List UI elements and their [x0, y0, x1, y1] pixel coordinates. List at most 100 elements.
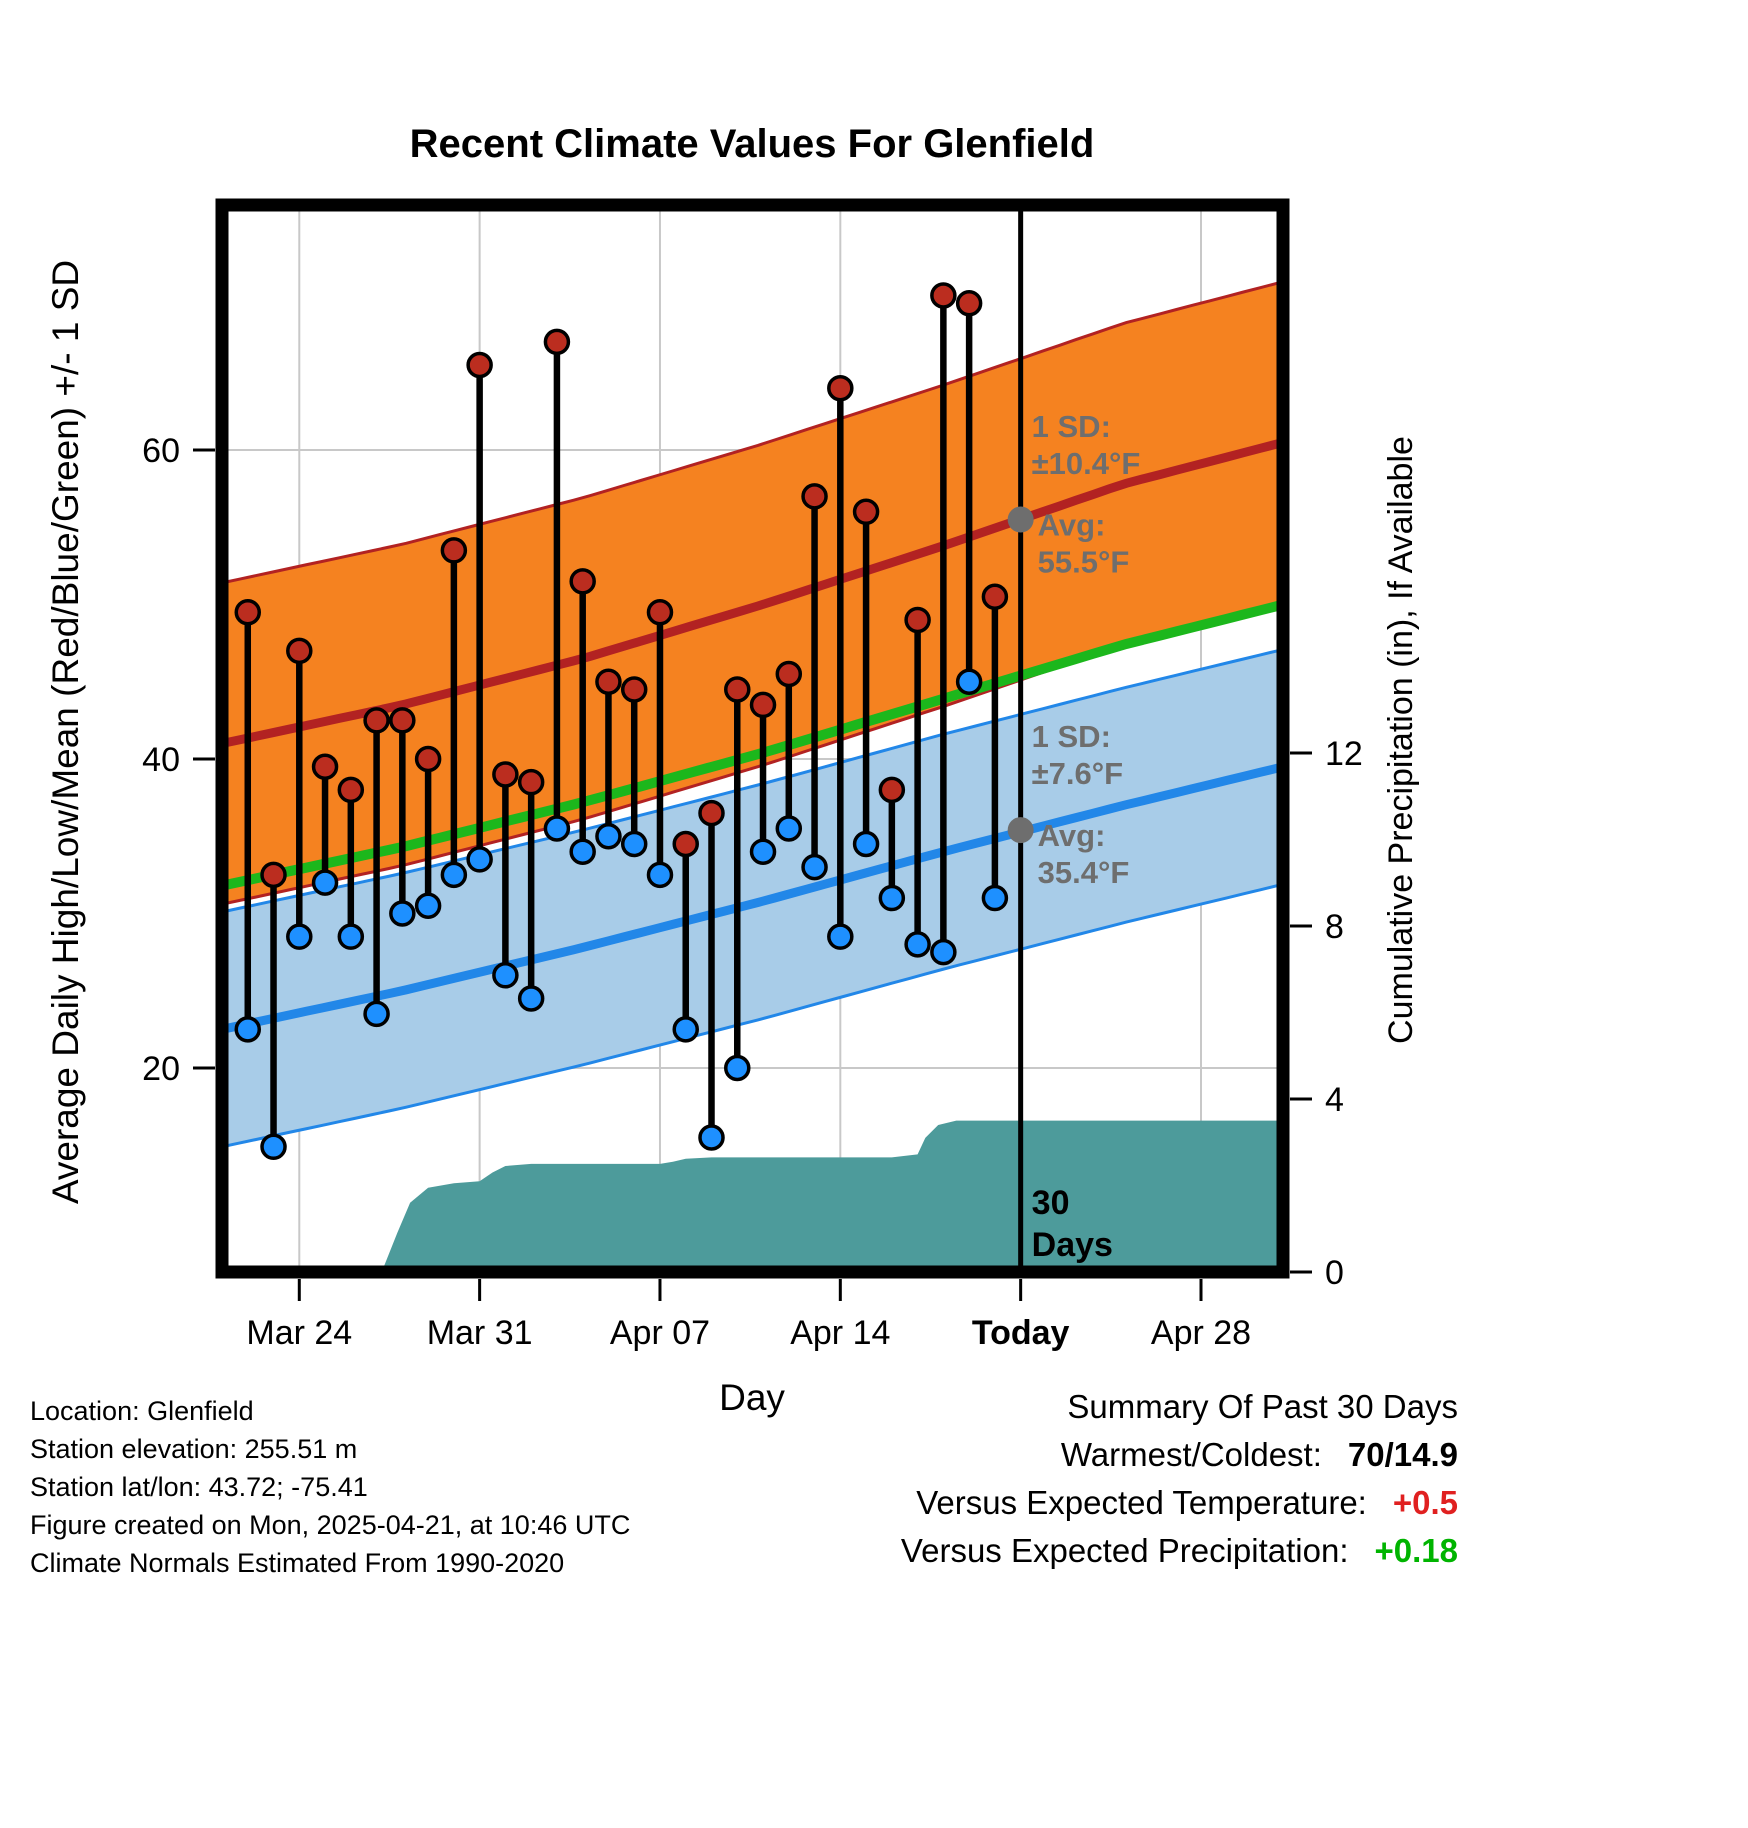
daily-high-dot — [801, 483, 828, 510]
x-tick-label: Apr 07 — [610, 1314, 710, 1352]
daily-low-dot — [878, 884, 906, 912]
y-left-tick-label: 60 — [142, 432, 180, 470]
high-avg-label: Avg: — [1038, 508, 1106, 543]
high-sd-label: 1 SD: — [1032, 409, 1111, 444]
summary-vs-temperature: Versus Expected Temperature: +0.5 — [916, 1484, 1458, 1521]
chart-title: Recent Climate Values For Glenfield — [410, 122, 1095, 166]
cumulative-precip-area — [371, 1120, 1284, 1272]
low-avg-label: Avg: — [1038, 818, 1106, 853]
daily-high-dot — [749, 691, 777, 719]
daily-high-dot — [620, 676, 648, 703]
daily-low-dot — [286, 923, 313, 950]
y-right-tick-label: 0 — [1325, 1254, 1344, 1292]
low-avg-value: 35.4°F — [1038, 855, 1130, 890]
y-left-tick-label: 40 — [142, 741, 180, 779]
daily-high-dot — [878, 776, 906, 804]
daily-high-dot — [724, 676, 751, 703]
low-sd-value: ±7.6°F — [1032, 756, 1123, 791]
daily-low-dot — [904, 931, 931, 958]
daily-high-dot — [930, 282, 957, 309]
thirty-days-label: 30 — [1032, 1184, 1070, 1222]
station-latlon: Station lat/lon: 43.72; -75.41 — [30, 1472, 368, 1502]
daily-low-dot — [930, 938, 957, 966]
daily-high-dot — [363, 707, 390, 734]
daily-high-dot — [337, 776, 365, 804]
axis-ticks: Mar 24 Mar 31 Apr 07 Apr 14 Today Apr 2820406… — [142, 432, 1363, 1352]
daily-high-dot — [955, 289, 983, 317]
warmest-coldest-value: 70/14.9 — [1347, 1436, 1458, 1473]
daily-low-dot — [440, 861, 468, 889]
daily-low-dot — [311, 869, 339, 896]
daily-high-dot — [234, 598, 262, 626]
daily-low-dot — [981, 884, 1009, 912]
high-avg-marker — [1007, 506, 1034, 533]
high-sd-value: ±10.4°F — [1032, 446, 1141, 481]
daily-low-dot — [260, 1133, 287, 1161]
daily-low-dot — [337, 923, 365, 950]
vs-temperature-value: +0.5 — [1392, 1484, 1458, 1521]
y-right-tick-label: 8 — [1325, 908, 1344, 946]
x-axis-label: Day — [719, 1377, 785, 1418]
daily-high-dot — [569, 568, 596, 595]
daily-high-dot — [981, 583, 1009, 611]
daily-high-dot — [852, 498, 880, 526]
daily-low-dot — [827, 923, 854, 950]
daily-low-dot — [620, 830, 648, 858]
x-tick-label: Mar 24 — [246, 1314, 352, 1352]
daily-high-dot — [466, 351, 493, 379]
summary-title: Summary Of Past 30 Days — [1067, 1388, 1458, 1425]
y-right-tick-label: 4 — [1325, 1081, 1344, 1119]
daily-low-dot — [492, 962, 519, 989]
daily-low-dot — [517, 985, 545, 1012]
daily-high-dot — [904, 606, 931, 634]
daily-low-dot — [698, 1124, 725, 1151]
daily-high-dot — [311, 753, 339, 780]
low-sd-label: 1 SD: — [1032, 719, 1111, 754]
daily-high-dot — [595, 668, 622, 695]
daily-high-dot — [775, 660, 803, 688]
y-right-tick-label: 12 — [1325, 735, 1363, 773]
daily-high-dot — [440, 537, 468, 564]
daily-low-dot — [724, 1054, 751, 1082]
station-location: Location: Glenfield — [30, 1396, 254, 1426]
daily-low-dot — [363, 1000, 390, 1028]
daily-low-dot — [414, 892, 442, 920]
station-elevation: Station elevation: 255.51 m — [30, 1434, 358, 1464]
summary-past-30-days: Summary Of Past 30 Days Warmest/Coldest:… — [901, 1383, 1458, 1575]
low-avg-marker — [1007, 817, 1034, 844]
daily-low-dot — [852, 830, 880, 858]
x-tick-label: Apr 14 — [790, 1314, 890, 1352]
x-tick-label: Mar 31 — [427, 1314, 533, 1352]
climate-normals-note: Climate Normals Estimated From 1990-2020 — [30, 1548, 565, 1578]
high-avg-value: 55.5°F — [1038, 545, 1130, 580]
daily-low-dot — [801, 853, 828, 881]
daily-high-dot — [414, 745, 442, 773]
daily-high-dot — [672, 830, 699, 858]
daily-high-dot — [698, 799, 725, 827]
x-tick-label: Apr 28 — [1151, 1314, 1251, 1352]
summary-warmest-coldest: Warmest/Coldest: 70/14.9 — [1060, 1436, 1458, 1473]
daily-high-dot — [260, 861, 287, 889]
thirty-days-label: Days — [1032, 1226, 1113, 1264]
daily-low-dot — [595, 823, 622, 850]
daily-high-dot — [389, 707, 416, 734]
y-axis-label-right: Cumulative Precipitation (in), If Availa… — [1382, 436, 1420, 1044]
daily-low-dot — [543, 815, 571, 842]
daily-low-dot — [955, 668, 983, 695]
y-axis-label-left: Average Daily High/Low/Mean (Red/Blue/Gr… — [45, 260, 86, 1204]
x-tick-label: Today — [972, 1314, 1070, 1352]
daily-low-dot — [389, 900, 416, 927]
daily-low-dot — [672, 1016, 699, 1043]
daily-high-dot — [517, 768, 545, 796]
summary-vs-precipitation: Versus Expected Precipitation: +0.18 — [900, 1532, 1458, 1569]
daily-high-dot — [646, 598, 674, 626]
daily-high-dot — [286, 637, 313, 665]
daily-high-dot — [543, 328, 571, 356]
plot-border — [215, 198, 1290, 1279]
daily-high-dot — [492, 761, 519, 788]
daily-low-dot — [569, 838, 596, 865]
